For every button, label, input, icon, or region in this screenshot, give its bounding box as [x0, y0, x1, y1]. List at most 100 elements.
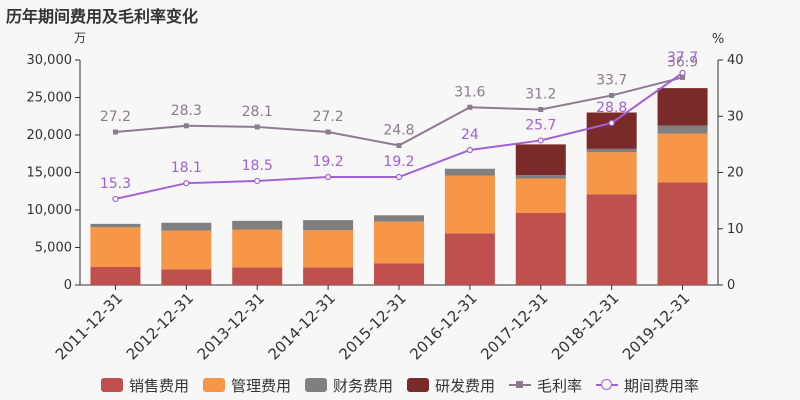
- y-right-tick-label: 30: [727, 109, 744, 124]
- bar-1: [586, 152, 637, 195]
- legend-swatch: [509, 378, 532, 392]
- y-left-tick-label: 5,000: [35, 241, 72, 256]
- line-1-data-label: 24: [461, 127, 479, 143]
- line-0-point: [254, 124, 260, 130]
- line-1-data-label: 15.3: [100, 176, 131, 192]
- legend-item[interactable]: 研发费用: [407, 375, 495, 396]
- y-right-tick-label: 20: [727, 166, 744, 181]
- line-0-point: [467, 104, 473, 110]
- y-right-tick-label: 40: [727, 53, 744, 68]
- legend-label: 期间费用率: [624, 376, 700, 395]
- bar-2: [303, 220, 354, 231]
- y-left-tick-label: 10,000: [27, 203, 73, 218]
- bar-0: [232, 267, 283, 285]
- legend-label: 销售费用: [128, 376, 189, 395]
- line-0-data-label: 31.6: [454, 84, 485, 100]
- legend-item[interactable]: 财务费用: [304, 375, 393, 396]
- bar-1: [232, 229, 283, 268]
- legend-swatch: [100, 378, 123, 392]
- line-0-data-label: 33.7: [596, 72, 627, 88]
- line-1-data-label: 37.7: [667, 50, 698, 66]
- line-1-point: [183, 180, 190, 187]
- bar-3: [515, 144, 566, 176]
- x-tick-label: 2018-12-31: [548, 289, 622, 363]
- chart-title: 历年期间费用及毛利率变化: [6, 7, 199, 26]
- y-right-tick-label: 10: [727, 222, 744, 237]
- line-1-data-label: 28.8: [596, 100, 627, 116]
- line-0-data-label: 27.2: [313, 109, 344, 125]
- line-1-point: [254, 177, 261, 185]
- bar-3: [657, 88, 708, 126]
- legend-label: 毛利率: [537, 376, 583, 395]
- legend-item[interactable]: 期间费用率: [596, 375, 699, 396]
- x-tick-label: 2019-12-31: [619, 289, 693, 363]
- bar-2: [374, 215, 424, 222]
- bar-2: [515, 175, 566, 179]
- bar-0: [161, 269, 212, 285]
- line-1-data-label: 18.1: [171, 160, 202, 176]
- legend-label: 研发费用: [435, 376, 496, 395]
- bar-2: [444, 168, 495, 176]
- line-1-point: [325, 173, 332, 181]
- line-0-point: [325, 129, 331, 135]
- bar-2: [161, 222, 212, 231]
- y-left-tick-label: 0: [64, 278, 72, 293]
- bar-0: [90, 267, 141, 285]
- legend-item[interactable]: 管理费用: [202, 375, 291, 396]
- line-1-point: [608, 119, 615, 127]
- y-left-tick-label: 15,000: [27, 166, 73, 181]
- line-1-point: [395, 173, 403, 181]
- bar-0: [586, 194, 637, 285]
- bar-2: [90, 223, 141, 228]
- legend-swatch: [304, 378, 327, 392]
- x-tick-label: 2015-12-31: [335, 289, 409, 363]
- bar-0: [374, 263, 424, 285]
- y-left-tick-label: 30,000: [27, 53, 73, 68]
- legend-swatch: [407, 378, 429, 392]
- y-left-tick-label: 20,000: [27, 128, 73, 143]
- bar-1: [515, 178, 566, 213]
- line-0-point: [680, 74, 686, 80]
- line-1-point: [537, 137, 544, 144]
- x-tick-label: 2012-12-31: [123, 289, 197, 363]
- legend-label: 财务费用: [332, 376, 393, 395]
- line-0-data-label: 28.3: [171, 103, 202, 119]
- bar-1: [657, 133, 708, 183]
- bar-0: [515, 213, 566, 285]
- bar-1: [374, 221, 424, 264]
- legend-item[interactable]: 销售费用: [100, 375, 189, 396]
- y-left-unit: 万: [74, 31, 86, 45]
- bar-3: [586, 112, 637, 149]
- bar-2: [657, 125, 708, 134]
- y-right-tick-label: 0: [727, 278, 735, 293]
- x-tick-label: 2014-12-31: [265, 289, 339, 363]
- bar-1: [303, 230, 354, 268]
- line-0-data-label: 27.2: [100, 109, 131, 125]
- bar-1: [90, 227, 141, 267]
- bar-0: [444, 233, 495, 285]
- line-0-point: [609, 92, 615, 98]
- line-0-data-label: 24.8: [383, 123, 414, 139]
- line-0-data-label: 28.1: [242, 104, 273, 120]
- legend-swatch: [596, 378, 619, 392]
- bar-1: [161, 230, 212, 270]
- bar-0: [657, 182, 708, 285]
- legend-item[interactable]: 毛利率: [509, 375, 582, 396]
- line-1-point: [466, 146, 473, 154]
- line-0-point: [538, 107, 544, 112]
- legend: 销售费用 管理费用 财务费用 研发费用 毛利率 期间费用率: [0, 373, 800, 397]
- y-left-tick-label: 25,000: [27, 91, 73, 106]
- bar-0: [303, 267, 354, 285]
- x-tick-label: 2017-12-31: [477, 289, 551, 363]
- line-0-data-label: 36.9: [667, 54, 698, 70]
- line-1-point: [112, 195, 119, 203]
- line-1-data-label: 25.7: [525, 117, 556, 133]
- legend-swatch: [202, 378, 225, 392]
- y-right-unit: %: [712, 32, 724, 47]
- line-1-data-label: 19.2: [313, 154, 344, 170]
- line-0-point: [183, 123, 189, 129]
- line-1-data-label: 19.2: [383, 154, 414, 170]
- legend-label: 管理费用: [230, 376, 291, 395]
- x-tick-label: 2011-12-31: [52, 289, 126, 363]
